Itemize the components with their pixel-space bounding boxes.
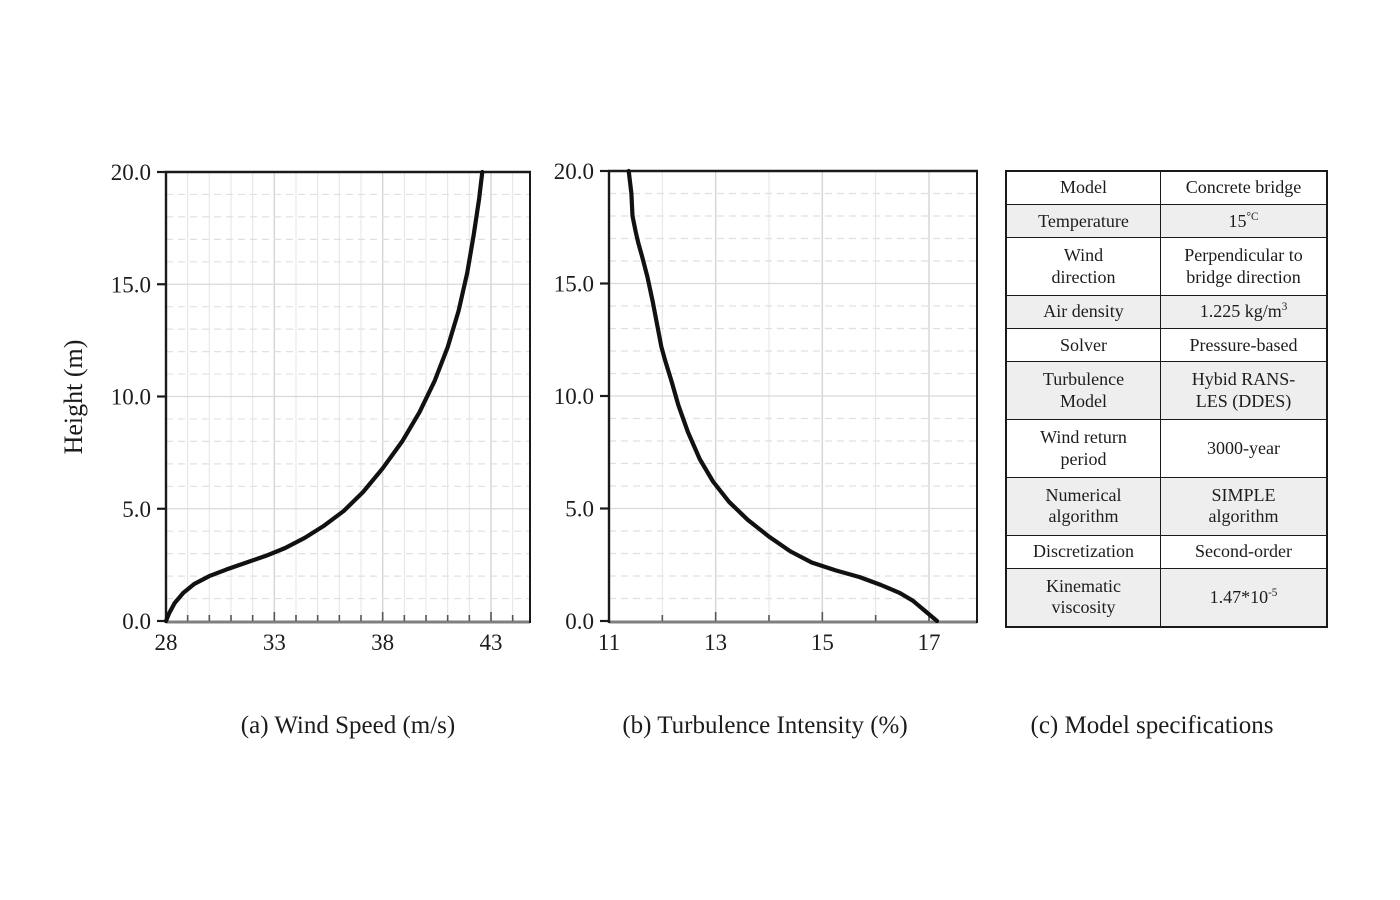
spec-value-cell: 1.225 kg/m3 <box>1160 295 1328 330</box>
x-tick-label: 43 <box>480 630 503 655</box>
x-tick-label: 17 <box>918 630 941 655</box>
spec-label-cell: Discretization <box>1005 534 1161 569</box>
x-tick-label: 38 <box>371 630 394 655</box>
spec-label-cell: Solver <box>1005 328 1161 363</box>
caption-turbulence-intensity: (b) Turbulence Intensity (%) <box>622 712 908 739</box>
y-tick-label: 15.0 <box>111 272 151 297</box>
spec-value-cell: SIMPLE algorithm <box>1160 476 1328 536</box>
spec-label-cell: Numerical algorithm <box>1005 476 1161 536</box>
x-tick-label: 15 <box>811 630 834 655</box>
y-tick-label: 10.0 <box>111 385 151 410</box>
spec-label-cell: Temperature <box>1005 204 1161 239</box>
spec-label-cell: Air density <box>1005 295 1161 330</box>
turbulence-intensity-chart: 11 13 15 17 0.0 5.0 10.0 15.0 20.0 <box>554 159 978 655</box>
x-tick-label: 28 <box>155 630 178 655</box>
spec-value-cell: Perpendicular to bridge direction <box>1160 237 1328 297</box>
x-tick-label: 13 <box>704 630 727 655</box>
spec-row: Kinematic viscosity 1.47*10-5 <box>1005 567 1328 628</box>
spec-value-cell: Hybid RANS- LES (DDES) <box>1160 361 1328 421</box>
spec-row: Model Concrete bridge <box>1005 170 1328 206</box>
wind-speed-profile <box>163 169 485 624</box>
x-tick-label: 11 <box>598 630 620 655</box>
spec-row: Temperature 15°C <box>1005 204 1328 239</box>
spec-value-cell: Second-order <box>1160 534 1328 569</box>
spec-value-cell: 3000-year <box>1160 419 1328 478</box>
spec-value-cell: Pressure-based <box>1160 328 1328 363</box>
y-tick-label: 5.0 <box>122 497 151 522</box>
y-axis-title: Height (m) <box>59 339 88 455</box>
spec-row: Wind direction Perpendicular to bridge di… <box>1005 237 1328 297</box>
spec-value-cell: 15°C <box>1160 204 1328 239</box>
spec-row: Air density 1.225 kg/m3 <box>1005 295 1328 330</box>
spec-row: Wind return period 3000-year <box>1005 419 1328 478</box>
caption-wind-speed: (a) Wind Speed (m/s) <box>240 712 456 739</box>
y-tick-label: 10.0 <box>554 384 594 409</box>
spec-row: Turbulence Model Hybid RANS- LES (DDES) <box>1005 361 1328 421</box>
caption-model-specifications: (c) Model specifications <box>1030 712 1274 739</box>
wind-speed-chart: 28 33 38 43 0.0 5.0 10.0 15.0 20.0 <box>111 160 531 655</box>
y-tick-label: 0.0 <box>565 609 594 634</box>
x-tick-label: 33 <box>263 630 286 655</box>
spec-row: Solver Pressure-based <box>1005 328 1328 363</box>
spec-value-cell: 1.47*10-5 <box>1160 567 1328 628</box>
spec-value-cell: Concrete bridge <box>1160 170 1328 206</box>
spec-label-cell: Wind return period <box>1005 419 1161 478</box>
spec-row: Discretization Second-order <box>1005 534 1328 569</box>
y-tick-label: 5.0 <box>565 497 594 522</box>
spec-label-cell: Kinematic viscosity <box>1005 567 1161 628</box>
turbulence-intensity-profile <box>626 168 940 624</box>
y-tick-label: 20.0 <box>554 159 594 184</box>
spec-label-cell: Model <box>1005 170 1161 206</box>
y-tick-label: 0.0 <box>122 609 151 634</box>
spec-label-cell: Turbulence Model <box>1005 361 1161 421</box>
y-tick-label: 15.0 <box>554 272 594 297</box>
model-specifications-table: Model Concrete bridge Temperature 15°C Wind … <box>1005 170 1328 628</box>
y-tick-label: 20.0 <box>111 160 151 185</box>
spec-row: Numerical algorithm SIMPLE algorithm <box>1005 476 1328 536</box>
spec-label-cell: Wind direction <box>1005 237 1161 297</box>
